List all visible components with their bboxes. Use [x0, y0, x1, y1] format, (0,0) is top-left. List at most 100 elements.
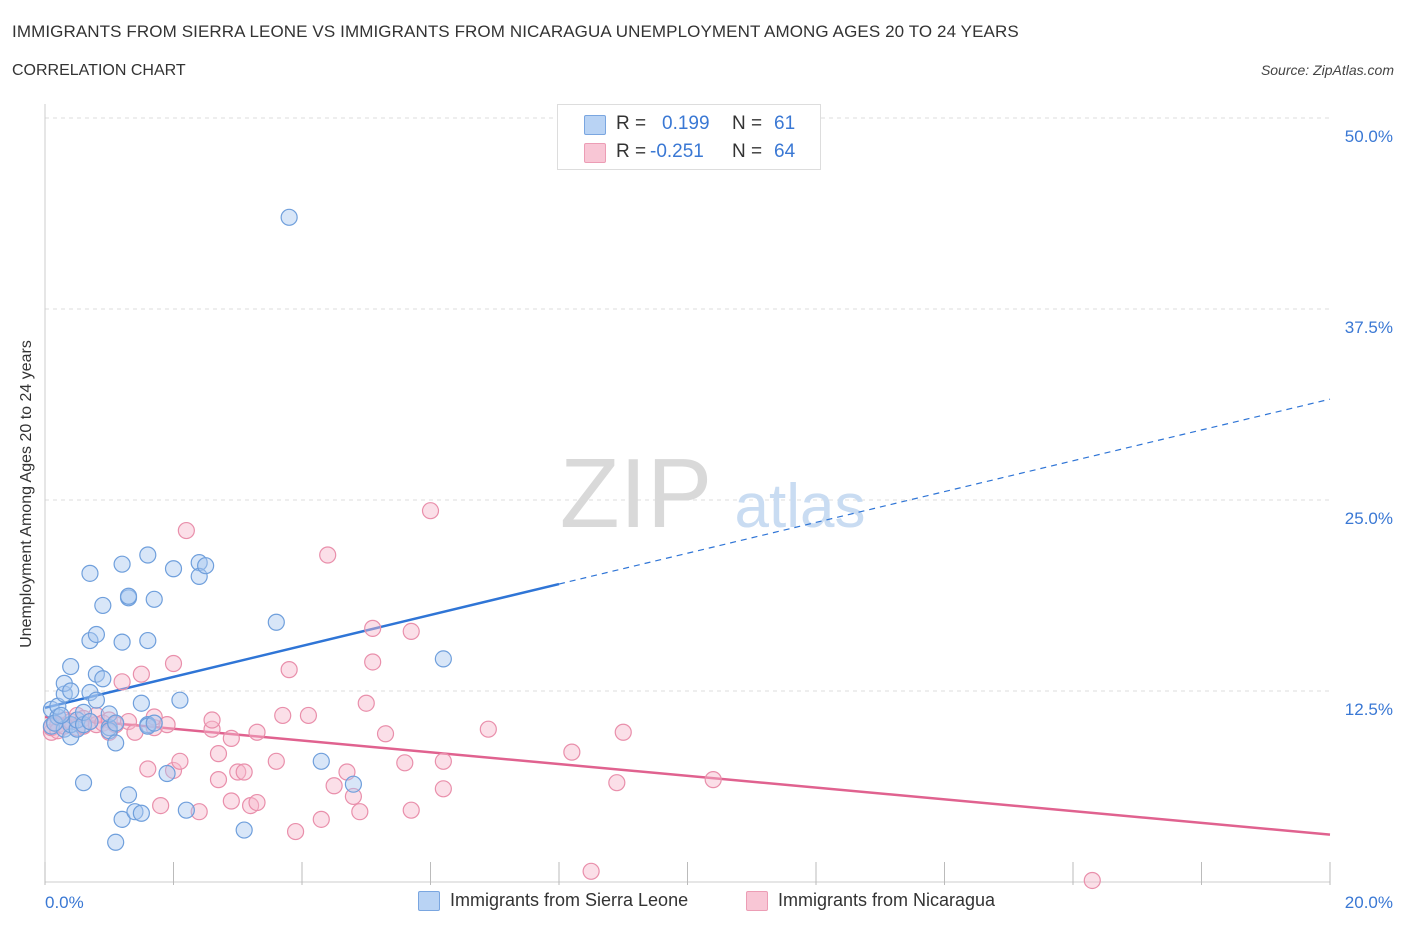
point-sierra-leone [107, 833, 125, 851]
point-nicaragua [396, 754, 414, 772]
point-sierra-leone [62, 682, 80, 700]
point-nicaragua [614, 723, 632, 741]
point-sierra-leone [81, 712, 99, 731]
point-sierra-leone [119, 786, 138, 804]
legend-r-value: 0.199 [662, 113, 710, 134]
point-nicaragua [319, 546, 337, 564]
point-sierra-leone [145, 714, 163, 732]
point-nicaragua [209, 745, 228, 763]
point-sierra-leone [145, 590, 163, 608]
point-sierra-leone [190, 567, 208, 586]
bottom-legend-swatch-blue [418, 891, 440, 911]
point-nicaragua [222, 729, 240, 747]
x-tick-label: 20.0% [1345, 893, 1393, 912]
point-sierra-leone [87, 691, 106, 709]
point-sierra-leone [164, 560, 183, 578]
point-nicaragua [235, 763, 253, 781]
point-nicaragua [563, 743, 581, 761]
point-nicaragua [434, 752, 452, 770]
point-nicaragua [312, 810, 330, 828]
point-sierra-leone [158, 764, 176, 783]
bottom-legend-label: Immigrants from Sierra Leone [450, 890, 689, 910]
point-sierra-leone [94, 596, 112, 615]
point-sierra-leone [132, 804, 150, 822]
x-tick-label: 0.0% [45, 893, 84, 912]
point-sierra-leone [235, 821, 253, 839]
point-sierra-leone [81, 564, 99, 582]
point-sierra-leone [62, 657, 80, 676]
point-sierra-leone [139, 546, 157, 564]
point-nicaragua [479, 720, 497, 738]
watermark-zip: ZIP [560, 438, 712, 548]
watermark: ZIP atlas [560, 438, 866, 548]
point-sierra-leone [139, 631, 157, 650]
grid-layer [45, 117, 1330, 692]
point-nicaragua [229, 763, 247, 781]
source-label: Source: ZipAtlas.com [1260, 62, 1394, 78]
legend-swatch-blue [584, 115, 606, 135]
legend-r-label: R = [616, 113, 647, 134]
point-sierra-leone [94, 670, 112, 688]
point-nicaragua [344, 787, 362, 806]
point-sierra-leone [107, 734, 125, 752]
point-nicaragua [171, 752, 189, 770]
point-nicaragua [158, 716, 176, 734]
point-sierra-leone [434, 650, 452, 668]
point-nicaragua [325, 777, 343, 795]
point-sierra-leone [177, 801, 195, 819]
bottom-legend-label: Immigrants from Nicaragua [778, 890, 996, 910]
point-nicaragua [402, 801, 420, 819]
point-nicaragua [351, 803, 369, 821]
axes-layer [44, 104, 1331, 885]
trendline-nicaragua [44, 715, 1331, 836]
point-sierra-leone [87, 625, 106, 644]
watermark-atlas: atlas [735, 472, 866, 541]
chart-title: IMMIGRANTS FROM SIERRA LEONE VS IMMIGRAN… [12, 22, 1019, 41]
point-nicaragua [582, 862, 600, 880]
point-sierra-leone [113, 555, 131, 573]
point-nicaragua [286, 822, 305, 841]
point-nicaragua [190, 803, 208, 821]
point-nicaragua [421, 502, 440, 520]
point-nicaragua [113, 673, 131, 691]
point-nicaragua [402, 622, 420, 641]
point-sierra-leone [280, 208, 298, 226]
point-nicaragua [139, 760, 157, 778]
legend-swatch-pink [584, 143, 606, 163]
point-nicaragua [704, 771, 722, 789]
point-sierra-leone [74, 774, 93, 792]
point-sierra-leone [113, 810, 131, 828]
point-sierra-leone [132, 694, 150, 712]
point-nicaragua [132, 665, 150, 683]
point-sierra-leone [119, 587, 138, 605]
y-tick-label: 12.5% [1345, 700, 1393, 719]
chart-subtitle: CORRELATION CHART [12, 62, 186, 79]
point-sierra-leone [107, 714, 125, 732]
legend-n-value: 64 [774, 141, 796, 162]
point-nicaragua [209, 771, 228, 789]
y-tick-label: 37.5% [1345, 318, 1393, 337]
legend-r-label: R = [616, 141, 647, 162]
point-nicaragua [203, 711, 221, 729]
legend-n-value: 61 [774, 113, 796, 134]
point-nicaragua [376, 725, 395, 743]
point-nicaragua [608, 774, 626, 792]
point-sierra-leone [113, 633, 131, 651]
point-nicaragua [280, 661, 298, 679]
y-tick-label: 50.0% [1345, 127, 1393, 146]
point-nicaragua [364, 653, 382, 671]
point-sierra-leone [171, 691, 189, 709]
legend-r-value: -0.251 [650, 141, 704, 162]
point-sierra-leone [197, 557, 215, 575]
y-tick-label: 25.0% [1345, 509, 1393, 528]
point-nicaragua [267, 752, 285, 770]
point-nicaragua [248, 723, 266, 741]
point-nicaragua [364, 619, 382, 637]
point-sierra-leone [42, 717, 61, 735]
bottom-legend-swatch-pink [746, 891, 768, 911]
trendline-sierra-leone [44, 582, 560, 710]
point-sierra-leone [74, 703, 93, 721]
correlation-legend: R = 0.199 N = 61 R = -0.251 N = 64 [557, 104, 821, 170]
legend-n-label: N = [732, 141, 763, 162]
